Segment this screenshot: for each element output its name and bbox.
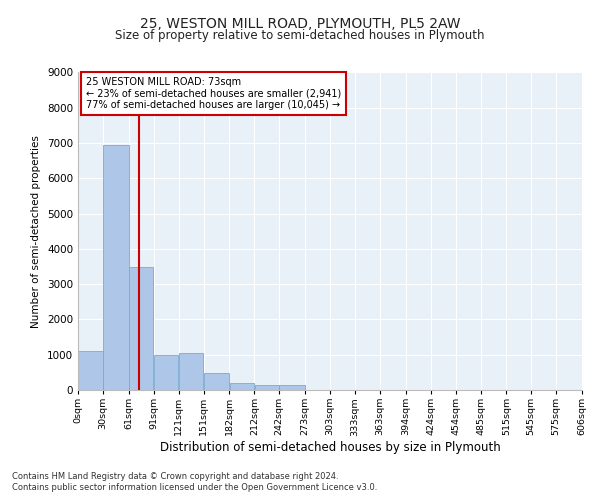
Text: Contains public sector information licensed under the Open Government Licence v3: Contains public sector information licen… — [12, 484, 377, 492]
Bar — [129, 266, 154, 390]
Text: Size of property relative to semi-detached houses in Plymouth: Size of property relative to semi-detach… — [115, 29, 485, 42]
Bar — [103, 145, 128, 390]
Bar — [280, 385, 305, 390]
Bar — [179, 353, 203, 390]
Bar — [78, 351, 103, 390]
Bar — [204, 373, 229, 390]
Bar — [254, 385, 279, 390]
Bar — [154, 354, 178, 390]
Bar — [230, 384, 254, 390]
Text: Contains HM Land Registry data © Crown copyright and database right 2024.: Contains HM Land Registry data © Crown c… — [12, 472, 338, 481]
Y-axis label: Number of semi-detached properties: Number of semi-detached properties — [31, 135, 41, 328]
Text: 25, WESTON MILL ROAD, PLYMOUTH, PL5 2AW: 25, WESTON MILL ROAD, PLYMOUTH, PL5 2AW — [140, 18, 460, 32]
X-axis label: Distribution of semi-detached houses by size in Plymouth: Distribution of semi-detached houses by … — [160, 441, 500, 454]
Text: 25 WESTON MILL ROAD: 73sqm
← 23% of semi-detached houses are smaller (2,941)
77%: 25 WESTON MILL ROAD: 73sqm ← 23% of semi… — [86, 78, 341, 110]
